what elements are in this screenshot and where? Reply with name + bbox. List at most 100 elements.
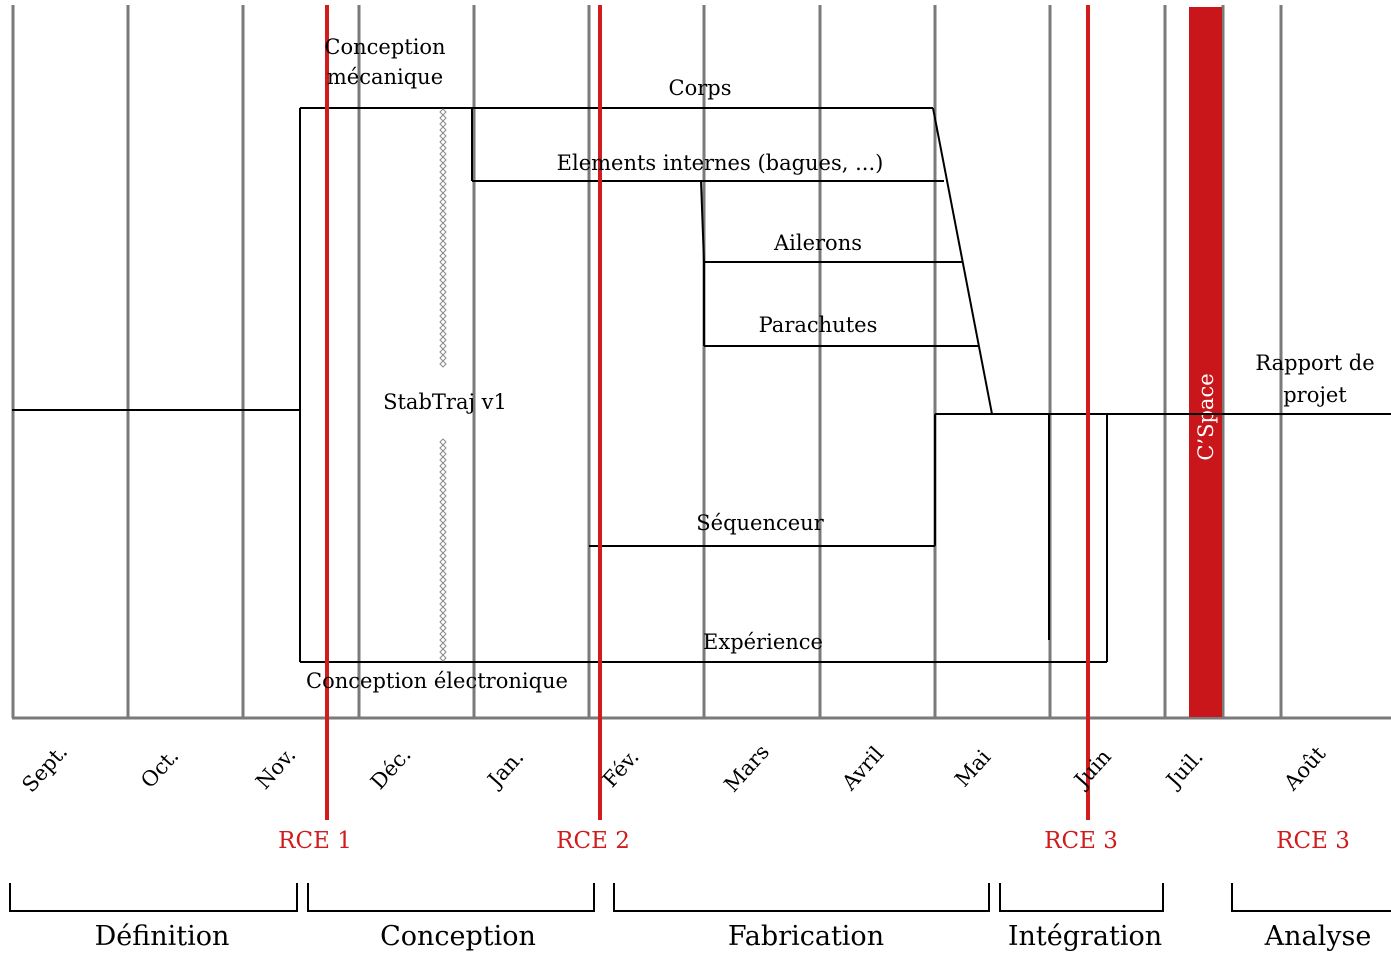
chain-dot [439, 516, 447, 524]
rapport-label-1: Rapport de [1255, 351, 1374, 375]
chain-dot [439, 624, 447, 632]
chain-dot [439, 654, 447, 662]
chain-dot [439, 570, 447, 578]
chain-dot [439, 462, 447, 470]
chain-dot [439, 534, 447, 542]
chain-dot [439, 282, 447, 290]
stabtraj-label: StabTraj v1 [383, 390, 507, 414]
chain-dot [439, 492, 447, 500]
cspace-label: C’Space [1194, 373, 1218, 460]
conception-mecanique-label-2: mécanique [327, 65, 443, 89]
cspace-band: C’Space [1189, 7, 1222, 717]
task-labels: Conception mécanique Corps Elements inte… [306, 35, 1375, 693]
chain-dot [439, 474, 447, 482]
chain-dot [439, 540, 447, 548]
conception-mecanique-label-1: Conception [324, 35, 445, 59]
phase-label-integration: Intégration [1008, 921, 1162, 952]
chain-dot [439, 264, 447, 272]
ailerons-fork [700, 180, 705, 263]
phase-bracket-definition [9, 883, 298, 912]
elements-internes-label: Elements internes (bagues, ...) [557, 151, 884, 175]
chain-dot [439, 450, 447, 458]
chain-dot [439, 480, 447, 488]
chain-dot [439, 606, 447, 614]
chain-dot [439, 252, 447, 260]
parachutes-label: Parachutes [759, 313, 878, 337]
chain-dot [439, 306, 447, 314]
chain-dot [439, 468, 447, 476]
chain-dot [439, 168, 447, 176]
chain-dot [439, 318, 447, 326]
phase-bracket-integration [999, 883, 1164, 912]
chain-dot [439, 546, 447, 554]
milestone-lines [325, 5, 1090, 820]
chain-dot [439, 150, 447, 158]
chain-dot [439, 600, 447, 608]
rapport-label-2: projet [1283, 383, 1347, 407]
month-label-avril: Avril [837, 742, 889, 796]
chain-dot [439, 240, 447, 248]
cspace-bar [1189, 7, 1222, 717]
chain-dot [439, 648, 447, 656]
chain-dot [439, 120, 447, 128]
phase-label-analyse: Analyse [1264, 921, 1372, 952]
chain-dot [439, 186, 447, 194]
month-label-dec: Déc. [366, 743, 416, 795]
experience-label: Expérience [703, 630, 823, 654]
chain-dot [439, 354, 447, 362]
corps-label: Corps [669, 76, 732, 100]
chain-dot [439, 630, 447, 638]
chain-dot [439, 342, 447, 350]
month-labels: Sept. Oct. Nov. Déc. Jan. Fév. Mars Avri… [17, 740, 1330, 797]
chain-dot [439, 558, 447, 566]
chain-dot [439, 192, 447, 200]
phase-label-conception: Conception [380, 921, 536, 952]
month-label-mars: Mars [720, 740, 775, 797]
month-label-juil: Juil. [1160, 745, 1207, 794]
rce3-label: RCE 3 [1044, 828, 1118, 854]
month-label-juin: Juin [1068, 745, 1115, 794]
chain-dot [439, 360, 447, 368]
phase-brackets [9, 883, 1391, 912]
chain-dot [439, 300, 447, 308]
phase-bracket-fabrication [613, 883, 990, 912]
ailerons-label: Ailerons [773, 231, 862, 255]
chain-dot [439, 324, 447, 332]
month-label-mai: Mai [950, 745, 995, 792]
chain-dot [439, 132, 447, 140]
chain-dot [439, 126, 447, 134]
chain-dot [439, 582, 447, 590]
chain-dot [439, 162, 447, 170]
chain-dot [439, 204, 447, 212]
phase-labels: Définition Conception Fabrication Intégr… [95, 921, 1372, 952]
chain-dot [439, 576, 447, 584]
chain-dot [439, 198, 447, 206]
rce1-label: RCE 1 [278, 828, 352, 854]
stabtraj-chain-bottom [439, 438, 447, 662]
chain-dot [439, 180, 447, 188]
chain-dot [439, 210, 447, 218]
chain-dot [439, 642, 447, 650]
month-label-fev: Fév. [598, 745, 644, 792]
chain-dot [439, 156, 447, 164]
sequenceur-label: Séquenceur [696, 511, 824, 535]
chain-dot [439, 330, 447, 338]
task-network [12, 107, 1391, 663]
month-label-sept: Sept. [17, 740, 72, 797]
chain-dot [439, 486, 447, 494]
phase-label-definition: Définition [95, 921, 230, 952]
chain-dot [439, 222, 447, 230]
chain-dot [439, 552, 447, 560]
month-grid [11, 5, 1391, 720]
chain-dot [439, 228, 447, 236]
chain-dot [439, 270, 447, 278]
rce3-label-aout: RCE 3 [1276, 828, 1350, 854]
chain-dot [439, 594, 447, 602]
chain-dot [439, 294, 447, 302]
month-label-nov: Nov. [251, 743, 300, 794]
rce2-label: RCE 2 [556, 828, 630, 854]
chain-dot [439, 564, 447, 572]
month-label-aout: Août [1279, 741, 1331, 795]
chain-dot [439, 348, 447, 356]
